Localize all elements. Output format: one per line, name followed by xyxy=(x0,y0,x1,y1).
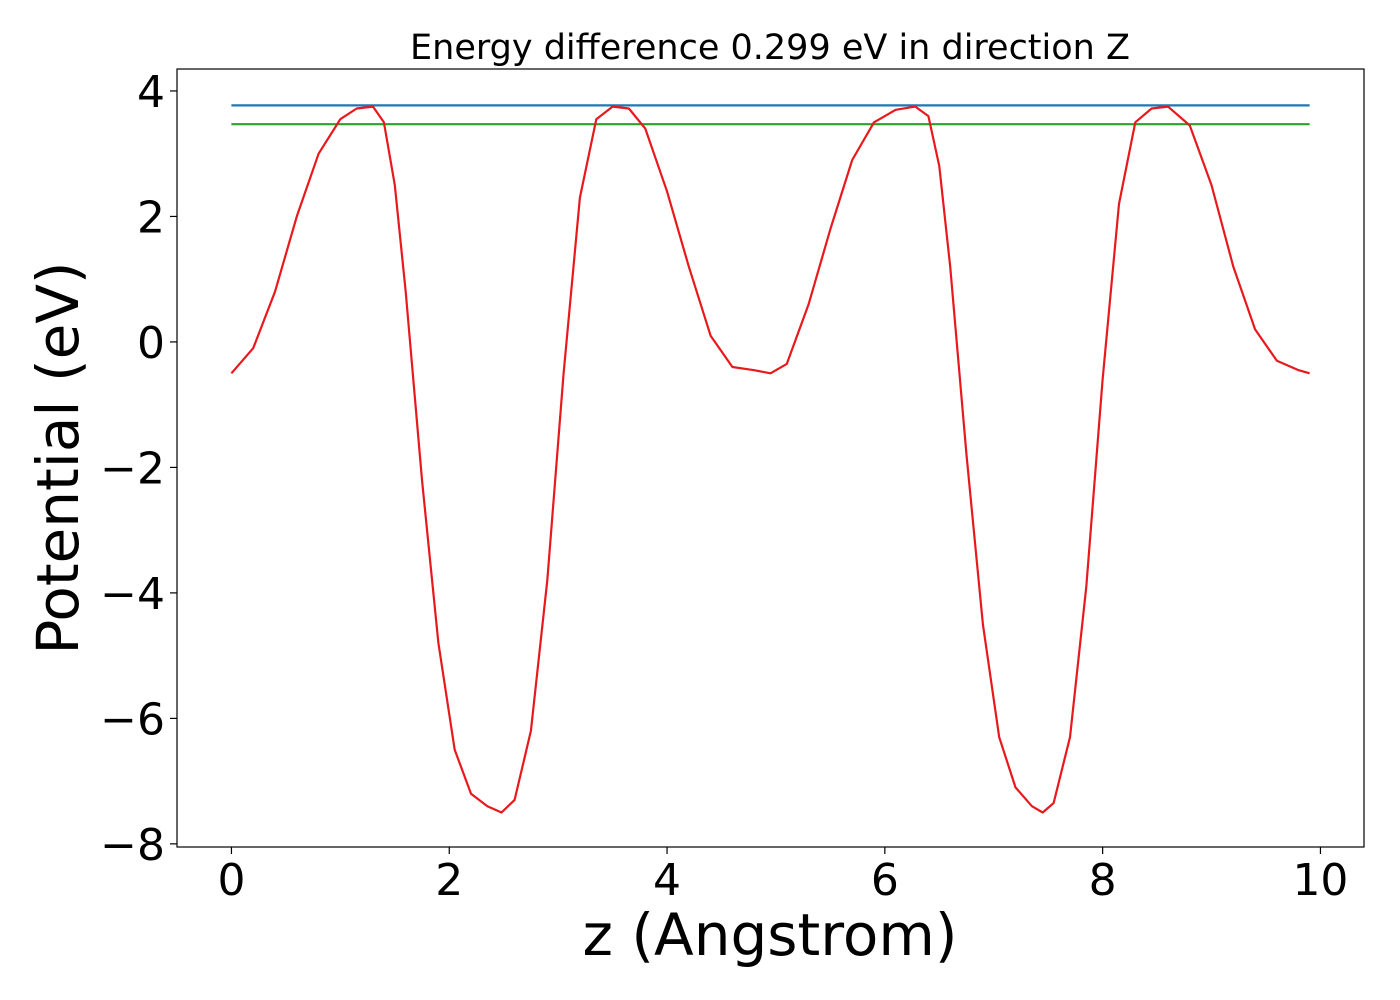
x-tick-label: 6 xyxy=(871,855,899,906)
x-axis-label: z (Angstrom) xyxy=(583,901,958,969)
y-axis-label: Potential (eV) xyxy=(24,261,92,654)
y-tick-label: −4 xyxy=(100,569,165,620)
y-axis-ticks: 4 2 0 −2 −4 −6 −8 xyxy=(100,67,177,871)
series-layer xyxy=(230,104,1310,814)
y-tick-label: −8 xyxy=(100,820,165,871)
x-tick-label: 8 xyxy=(1089,855,1117,906)
x-tick-label: 0 xyxy=(217,855,245,906)
series-line-2 xyxy=(230,105,1310,814)
y-tick-label: 4 xyxy=(137,67,165,118)
y-tick-label: −2 xyxy=(100,443,165,494)
y-tick-label: 0 xyxy=(137,318,165,369)
x-axis-ticks: 0 2 4 6 8 10 xyxy=(217,847,1348,906)
y-tick-label: −6 xyxy=(100,694,165,745)
plot-frame xyxy=(176,68,1365,848)
y-tick-label: 2 xyxy=(137,192,165,243)
x-tick-label: 4 xyxy=(653,855,681,906)
x-tick-label: 2 xyxy=(435,855,463,906)
chart-title: Energy difference 0.299 eV in direction … xyxy=(410,28,1130,68)
x-tick-label: 10 xyxy=(1292,855,1348,906)
